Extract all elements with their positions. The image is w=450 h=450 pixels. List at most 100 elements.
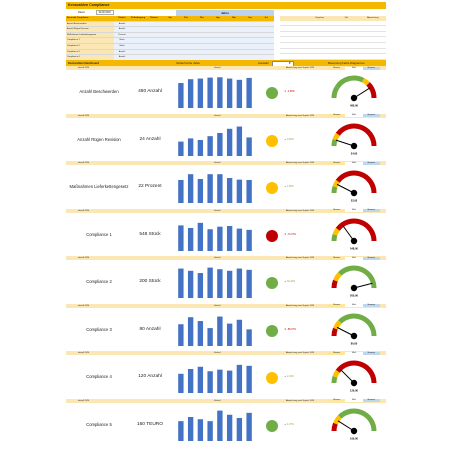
table-cell[interactable]: [146, 43, 162, 49]
table-cell[interactable]: Anzahl: [114, 55, 130, 60]
trend-bar: [187, 137, 194, 156]
table-cell[interactable]: [194, 38, 210, 43]
kpi-value: 160 TEURO: [136, 421, 164, 427]
table-cell[interactable]: [178, 32, 194, 38]
table-cell[interactable]: [194, 55, 210, 60]
table-cell[interactable]: [178, 27, 194, 32]
trend-bar: [226, 78, 233, 108]
table-cell[interactable]: Anzahl: [114, 21, 130, 27]
gauge-zone: [331, 422, 338, 431]
table-cell[interactable]: [194, 27, 210, 32]
table-cell[interactable]: [258, 55, 274, 60]
kpi-current-label: aktuell 2024: [78, 352, 90, 354]
table-cell[interactable]: [242, 55, 258, 60]
table-cell[interactable]: [146, 38, 162, 43]
table-cell[interactable]: [226, 49, 242, 55]
table-cell[interactable]: Prozent: [114, 32, 130, 38]
table-cell[interactable]: Anzahl: [114, 49, 130, 55]
table-cell[interactable]: [130, 38, 146, 43]
gauge-chart: 22,00: [331, 170, 377, 203]
table-cell[interactable]: [258, 32, 274, 38]
table-cell[interactable]: [242, 21, 258, 27]
table-cell[interactable]: [258, 38, 274, 43]
gauge-zone: [338, 313, 377, 336]
gauge-legend-item: Maximum: [362, 209, 380, 212]
table-cell[interactable]: [162, 55, 178, 60]
table-cell[interactable]: [178, 49, 194, 55]
table-cell[interactable]: [130, 27, 146, 32]
table-cell[interactable]: [242, 38, 258, 43]
table-cell[interactable]: [210, 49, 226, 55]
kpi-trend-label: Verlauf: [214, 257, 221, 259]
comparison-cell: [360, 54, 387, 59]
table-cell[interactable]: [258, 21, 274, 27]
table-cell[interactable]: [162, 49, 178, 55]
table-cell[interactable]: [226, 32, 242, 38]
table-cell[interactable]: [162, 27, 178, 32]
datum-value[interactable]: 09.08.2018: [95, 10, 114, 15]
kpi-value: 480 Anzahl: [138, 89, 162, 94]
table-cell[interactable]: [130, 43, 146, 49]
table-cell[interactable]: [242, 49, 258, 55]
table-cell[interactable]: [226, 55, 242, 60]
table-cell[interactable]: [146, 32, 162, 38]
table-cell[interactable]: [226, 21, 242, 27]
trend-bar-chart: [178, 77, 252, 108]
table-cell[interactable]: [194, 32, 210, 38]
table-cell[interactable]: [130, 32, 146, 38]
table-cell[interactable]: [242, 43, 258, 49]
table-cell[interactable]: [242, 27, 258, 32]
table-cell[interactable]: [146, 49, 162, 55]
trend-bar: [207, 420, 213, 441]
table-cell[interactable]: [210, 27, 226, 32]
table-cell[interactable]: [258, 27, 274, 32]
comparison-header-cell: Vorjahres: [315, 17, 325, 19]
table-cell[interactable]: [130, 55, 146, 60]
kpi-deviation-label: Abweichung zum Vorjahr 2024: [286, 304, 315, 307]
table-cell[interactable]: [194, 49, 210, 55]
table-cell[interactable]: [146, 21, 162, 27]
trend-bar: [187, 174, 194, 203]
trend-bar: [236, 319, 243, 346]
table-cell[interactable]: [162, 38, 178, 43]
table-cell[interactable]: [226, 38, 242, 43]
table-cell[interactable]: Stück: [114, 43, 130, 49]
gauge-zone: [332, 227, 340, 236]
table-cell[interactable]: [226, 27, 242, 32]
gauge-legend-item: Maximum: [362, 399, 380, 402]
table-cell[interactable]: [258, 49, 274, 55]
table-cell[interactable]: Anzahl: [114, 27, 130, 32]
table-cell[interactable]: [210, 32, 226, 38]
comparison-cell: [280, 32, 307, 37]
gauge-zone: [331, 85, 340, 99]
table-cell[interactable]: [178, 55, 194, 60]
table-cell[interactable]: [162, 32, 178, 38]
deviation-indicator: ▲ 4,07%: [284, 423, 294, 426]
table-cell[interactable]: [210, 38, 226, 43]
comparison-cell: [280, 26, 307, 31]
table-cell[interactable]: [130, 49, 146, 55]
table-cell[interactable]: [146, 55, 162, 60]
table-cell[interactable]: [130, 21, 146, 27]
table-cell[interactable]: [194, 21, 210, 27]
table-cell[interactable]: [146, 27, 162, 32]
table-cell[interactable]: [194, 43, 210, 49]
trend-bar: [197, 179, 204, 203]
chevron-down-icon[interactable]: ▾: [289, 61, 291, 65]
table-cell[interactable]: [242, 32, 258, 38]
table-cell[interactable]: [258, 43, 274, 49]
table-cell[interactable]: [178, 38, 194, 43]
table-cell[interactable]: [210, 21, 226, 27]
table-cell[interactable]: [178, 43, 194, 49]
table-cell[interactable]: [178, 21, 194, 27]
gauge-value: 120,00: [350, 389, 358, 393]
deviation-indicator: ▲ 32,10%: [284, 280, 295, 283]
table-cell[interactable]: [226, 43, 242, 49]
table-cell[interactable]: [162, 43, 178, 49]
deviation-value: -72,07%: [287, 232, 296, 236]
table-cell[interactable]: [210, 55, 226, 60]
table-cell[interactable]: [210, 43, 226, 49]
table-cell[interactable]: Stück: [114, 38, 130, 43]
table-cell[interactable]: [162, 21, 178, 27]
gauge-legend-item: Maximum: [362, 161, 380, 165]
